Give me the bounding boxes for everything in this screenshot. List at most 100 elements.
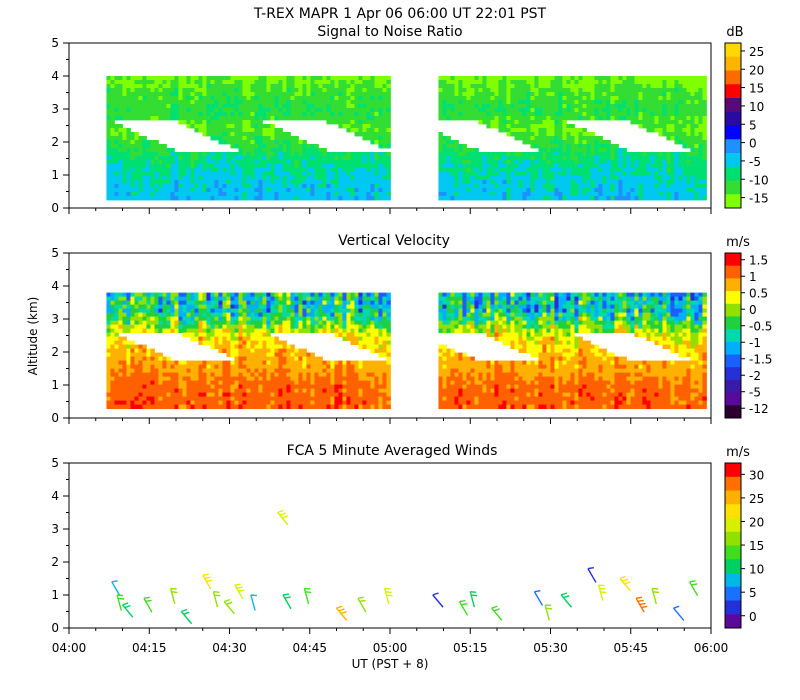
heatmap-cell xyxy=(314,108,319,113)
heatmap-cell xyxy=(662,116,667,121)
heatmap-cell xyxy=(378,164,383,169)
heatmap-cell xyxy=(138,168,143,173)
heatmap-cell xyxy=(262,348,267,353)
heatmap-cell xyxy=(354,88,359,93)
heatmap-cell xyxy=(438,108,443,113)
heatmap-cell xyxy=(330,184,335,189)
heatmap-cell xyxy=(110,156,115,161)
heatmap-cell xyxy=(262,88,267,93)
heatmap-cell xyxy=(682,160,687,165)
heatmap-cell xyxy=(646,76,651,81)
heatmap-cell xyxy=(522,92,527,97)
heatmap-cell xyxy=(438,80,443,85)
heatmap-cell xyxy=(514,188,519,193)
heatmap-cell xyxy=(362,80,367,85)
heatmap-cell xyxy=(526,184,531,189)
heatmap-cell xyxy=(302,144,307,149)
heatmap-cell xyxy=(510,196,515,201)
heatmap-cell xyxy=(362,136,367,141)
heatmap-cell xyxy=(306,152,311,157)
heatmap-cell xyxy=(186,112,191,117)
heatmap-cell xyxy=(586,92,591,97)
heatmap-cell xyxy=(570,100,575,105)
heatmap-cell xyxy=(682,120,687,125)
heatmap-cell xyxy=(150,324,155,329)
heatmap-cell xyxy=(690,156,695,161)
heatmap-cell xyxy=(158,404,163,409)
heatmap-cell xyxy=(362,168,367,173)
heatmap-cell xyxy=(238,76,243,81)
heatmap-cell xyxy=(270,116,275,121)
heatmap-cell xyxy=(126,348,131,353)
heatmap-cell xyxy=(506,124,511,129)
heatmap-cell xyxy=(154,160,159,165)
heatmap-cell xyxy=(110,112,115,117)
heatmap-cell xyxy=(270,324,275,329)
heatmap-cell xyxy=(502,188,507,193)
heatmap-cell xyxy=(326,84,331,89)
heatmap-cell xyxy=(614,108,619,113)
heatmap-cell xyxy=(574,188,579,193)
heatmap-cell xyxy=(138,76,143,81)
heatmap-cell xyxy=(218,176,223,181)
heatmap-cell xyxy=(454,148,459,153)
heatmap-cell xyxy=(106,324,111,329)
heatmap-cell xyxy=(150,100,155,105)
heatmap-cell xyxy=(662,168,667,173)
heatmap-cell xyxy=(306,180,311,185)
heatmap-cell xyxy=(654,180,659,185)
heatmap-cell xyxy=(702,124,707,129)
heatmap-cell xyxy=(274,164,279,169)
heatmap-cell xyxy=(590,112,595,117)
heatmap-cell xyxy=(474,104,479,109)
heatmap-cell xyxy=(114,92,119,97)
heatmap-cell xyxy=(678,136,683,141)
heatmap-cell xyxy=(486,80,491,85)
heatmap-cell xyxy=(678,168,683,173)
heatmap-cell xyxy=(230,328,235,333)
heatmap-cell xyxy=(450,140,455,145)
heatmap-cell xyxy=(606,184,611,189)
heatmap-cell xyxy=(142,364,147,369)
heatmap-cell xyxy=(590,88,595,93)
heatmap-cell xyxy=(582,144,587,149)
heatmap-cell xyxy=(310,192,315,197)
heatmap-cell xyxy=(262,76,267,81)
heatmap-cell xyxy=(382,196,387,201)
heatmap-cell xyxy=(134,312,139,317)
heatmap-cell xyxy=(470,80,475,85)
heatmap-cell xyxy=(610,92,615,97)
heatmap-cell xyxy=(626,192,631,197)
heatmap-cell xyxy=(262,292,267,297)
heatmap-cell xyxy=(626,168,631,173)
heatmap-cell xyxy=(202,180,207,185)
heatmap-cell xyxy=(594,172,599,177)
heatmap-cell xyxy=(190,152,195,157)
heatmap-cell xyxy=(222,368,227,373)
heatmap-cell xyxy=(358,100,363,105)
heatmap-cell xyxy=(702,88,707,93)
heatmap-cell xyxy=(338,120,343,125)
heatmap-cell xyxy=(638,96,643,101)
heatmap-cell xyxy=(178,176,183,181)
heatmap-cell xyxy=(250,140,255,145)
heatmap-cell xyxy=(562,148,567,153)
heatmap-cell xyxy=(562,160,567,165)
heatmap-cell xyxy=(106,152,111,157)
heatmap-cell xyxy=(218,104,223,109)
heatmap-cell xyxy=(702,184,707,189)
heatmap-cell xyxy=(626,92,631,97)
heatmap-cell xyxy=(282,80,287,85)
heatmap-cell xyxy=(342,116,347,121)
heatmap-cell xyxy=(294,88,299,93)
heatmap-cell xyxy=(182,392,187,397)
heatmap-cell xyxy=(498,116,503,121)
heatmap-cell xyxy=(650,112,655,117)
heatmap-cell xyxy=(182,388,187,393)
heatmap-cell xyxy=(378,88,383,93)
heatmap-cell xyxy=(246,84,251,89)
heatmap-cell xyxy=(134,104,139,109)
heatmap-cell xyxy=(598,112,603,117)
heatmap-cell xyxy=(438,164,443,169)
heatmap-cell xyxy=(238,352,243,357)
